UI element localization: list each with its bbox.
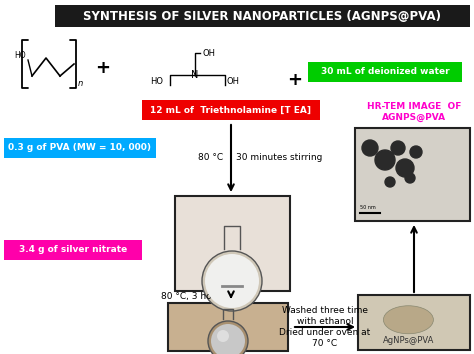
Text: 80 °C, 3 hours: 80 °C, 3 hours — [161, 291, 226, 301]
Circle shape — [211, 324, 245, 354]
Text: 50 nm: 50 nm — [360, 205, 376, 210]
Text: OH: OH — [227, 76, 240, 86]
FancyBboxPatch shape — [4, 138, 156, 158]
FancyBboxPatch shape — [55, 5, 470, 27]
Circle shape — [375, 150, 395, 170]
Circle shape — [385, 177, 395, 187]
Text: 0.3 g of PVA (MW = 10, 000): 0.3 g of PVA (MW = 10, 000) — [9, 143, 152, 153]
FancyBboxPatch shape — [308, 62, 462, 82]
Circle shape — [391, 141, 405, 155]
Circle shape — [217, 330, 229, 342]
Circle shape — [396, 159, 414, 177]
Circle shape — [208, 321, 248, 354]
Text: 80 °C: 80 °C — [198, 153, 223, 161]
Text: HR-TEM IMAGE  OF
AGNPS@PVA: HR-TEM IMAGE OF AGNPS@PVA — [367, 102, 461, 122]
Text: 12 mL of  Triethnolamine [T EA]: 12 mL of Triethnolamine [T EA] — [151, 105, 311, 114]
FancyBboxPatch shape — [175, 196, 290, 291]
Circle shape — [362, 140, 378, 156]
FancyBboxPatch shape — [168, 303, 288, 351]
Text: 30 minutes stirring: 30 minutes stirring — [236, 153, 322, 161]
Text: HO: HO — [150, 76, 163, 86]
Circle shape — [405, 173, 415, 183]
Text: +: + — [95, 59, 110, 77]
Circle shape — [205, 254, 259, 308]
Text: HO: HO — [14, 51, 26, 61]
Circle shape — [410, 146, 422, 158]
Text: AgNPs@PVA: AgNPs@PVA — [383, 336, 434, 344]
Text: n: n — [78, 80, 83, 88]
FancyBboxPatch shape — [355, 128, 470, 221]
Text: Dried under oven at
70 °C: Dried under oven at 70 °C — [279, 328, 371, 348]
Text: OH: OH — [203, 48, 216, 57]
Text: SYNTHESIS OF SILVER NANOPARTICLES (AGNPS@PVA): SYNTHESIS OF SILVER NANOPARTICLES (AGNPS… — [83, 10, 441, 23]
FancyBboxPatch shape — [142, 100, 320, 120]
Text: Washed three time
with ethanol: Washed three time with ethanol — [282, 306, 368, 326]
Circle shape — [202, 251, 262, 311]
Text: +: + — [288, 71, 302, 89]
FancyBboxPatch shape — [4, 240, 142, 260]
FancyBboxPatch shape — [358, 295, 470, 350]
Text: N: N — [191, 70, 199, 80]
Text: 30 mL of deionized water: 30 mL of deionized water — [321, 68, 449, 76]
Ellipse shape — [383, 306, 433, 334]
Text: 3.4 g of silver nitrate: 3.4 g of silver nitrate — [19, 246, 127, 255]
